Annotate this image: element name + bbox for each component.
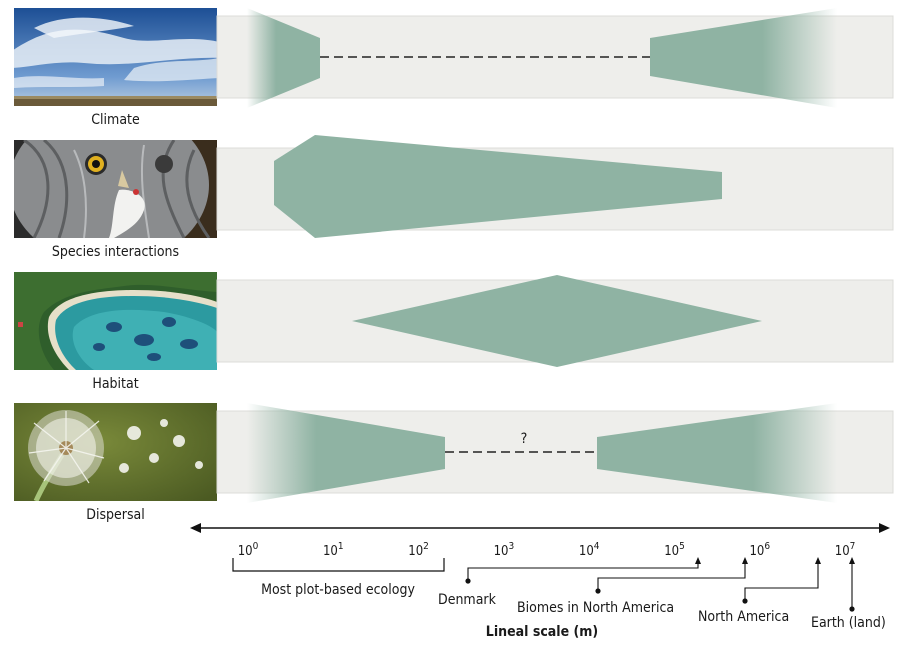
biomes-dot — [595, 588, 601, 594]
tick-label: 107 — [835, 541, 856, 559]
tick-label: 105 — [664, 541, 685, 559]
lineal-scale-axis: 100 101 102 103 104 105 106 107 Most plot-based… — [190, 523, 890, 640]
scale-shape-right — [597, 403, 837, 503]
earth-arrow-icon — [849, 557, 855, 564]
biomes-leader — [597, 561, 746, 591]
scale-shape — [274, 135, 722, 238]
factor-band-habitat — [216, 275, 894, 367]
plot-ecology-label: Most plot-based ecology — [261, 582, 415, 598]
tick-label: 100 — [238, 541, 259, 559]
scale-shape-left — [247, 403, 445, 503]
denmark-leader — [467, 561, 699, 581]
scale-shape-right — [650, 8, 837, 108]
tick-label: 103 — [494, 541, 515, 559]
row-label: Species interactions — [51, 244, 180, 260]
row-label: Habitat — [92, 376, 139, 392]
tick-label: 102 — [408, 541, 429, 559]
biomes-arrow-icon — [742, 557, 748, 564]
north-america-leader — [744, 561, 819, 601]
row-label: Dispersal — [86, 507, 145, 523]
earth-dot — [849, 606, 855, 612]
factor-band-climate — [216, 8, 894, 108]
denmark-dot — [465, 578, 471, 584]
coastal-lagoon-aerial-photo — [14, 272, 217, 370]
dandelion-seeds-photo — [14, 403, 217, 501]
plot-ecology-bracket — [232, 558, 445, 572]
denmark-arrow-icon — [695, 557, 701, 564]
biomes-label: Biomes in North America — [517, 600, 674, 616]
scale-shape-left — [247, 8, 320, 108]
denmark-label: Denmark — [438, 592, 497, 608]
axis-title: Lineal scale (m) — [486, 624, 598, 640]
row-label: Climate — [91, 112, 140, 128]
unknown-range-question-mark: ? — [521, 431, 528, 447]
tick-label: 101 — [323, 541, 344, 559]
axis-arrow-left-icon — [190, 523, 201, 533]
tick-label: 106 — [749, 541, 770, 559]
owl-eating-prey-photo — [14, 140, 217, 238]
factor-band-dispersal: ? — [216, 403, 894, 503]
axis-arrow-right-icon — [879, 523, 890, 533]
sky-with-clouds-photo — [14, 8, 217, 106]
north-america-dot — [742, 598, 748, 604]
north-america-label: North America — [698, 609, 789, 625]
scale-shape — [352, 275, 762, 367]
north-america-arrow-icon — [815, 557, 821, 564]
earth-label: Earth (land) — [811, 615, 886, 631]
tick-label: 104 — [579, 541, 600, 559]
factor-band-species-interactions — [216, 135, 894, 238]
